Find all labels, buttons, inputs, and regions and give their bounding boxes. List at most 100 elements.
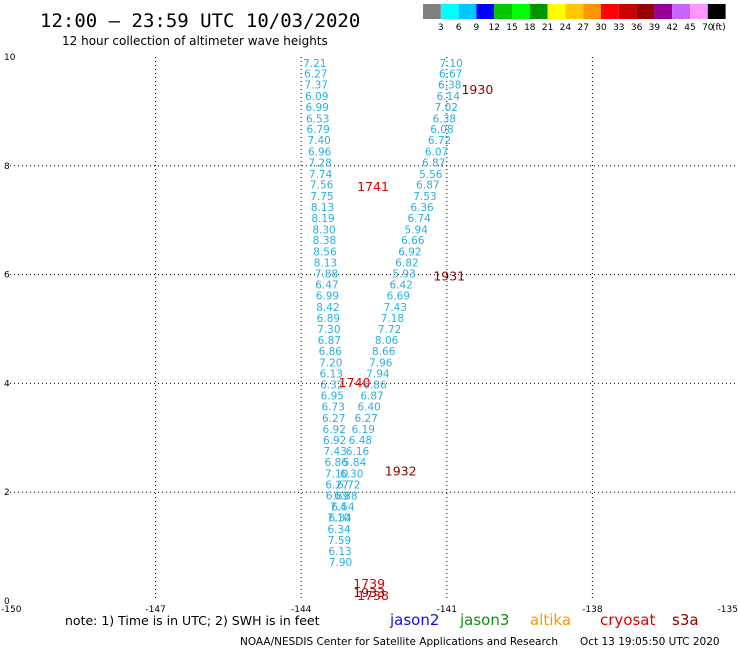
- wave-height-label: 6.92: [323, 424, 346, 436]
- wave-height-label: 6.86: [324, 457, 348, 469]
- wave-height-label: 6.30: [340, 469, 363, 481]
- satellite-legend: jason2 jason3 altika cryosat s3a: [389, 611, 699, 629]
- wave-height-label: 6.87: [416, 180, 439, 192]
- wave-height-label: 6.89: [326, 490, 349, 502]
- wave-height-label: 7.74: [309, 169, 333, 181]
- colorbar-swatch: [707, 4, 726, 19]
- wave-height-label: 6.19: [352, 424, 375, 436]
- pass-time-label: 1739: [353, 576, 385, 591]
- wave-height-label: 7.37: [305, 80, 328, 92]
- wave-height-label: 5.93: [392, 268, 415, 280]
- colorbar-swatch: [690, 4, 708, 19]
- wave-height-label: 6.89: [317, 313, 340, 325]
- colorbar-swatch: [494, 4, 512, 19]
- colorbar-swatch: [601, 4, 619, 19]
- wave-height-label: 6.54: [331, 502, 355, 514]
- wave-height-label: 6.92: [323, 435, 346, 447]
- colorbar-label: 21: [542, 23, 553, 33]
- wave-height-label: 8.42: [316, 302, 339, 314]
- wave-height-label: 8.38: [313, 235, 336, 247]
- plot-grid: [10, 57, 738, 601]
- wave-height-label: 6.69: [387, 291, 410, 303]
- wave-height-label: 7.02: [435, 102, 458, 114]
- wave-height-label: 6.99: [306, 102, 329, 114]
- wave-height-label: 7.43: [384, 302, 407, 314]
- wave-height-label: 6.82: [395, 257, 418, 269]
- pass-time-label: 1741: [357, 179, 389, 194]
- x-tick-label: -150: [1, 605, 22, 615]
- wave-height-label: 7.96: [369, 358, 393, 370]
- colorbar-swatch: [476, 4, 495, 19]
- wave-height-label: 6.27: [304, 69, 327, 81]
- wave-height-label: 8.56: [313, 247, 337, 259]
- wave-height-label: 6.36: [410, 202, 434, 214]
- colorbar-label: 33: [613, 23, 624, 33]
- x-tick-label: -147: [145, 605, 165, 615]
- y-tick-label: 4: [4, 379, 10, 389]
- wave-height-label: 6.74: [407, 213, 431, 225]
- wave-height-label: 6.72: [428, 135, 451, 147]
- wave-height-label: 6.87: [422, 157, 445, 169]
- colorbar-label: 70: [702, 23, 714, 33]
- pass-time-label: 1930: [461, 82, 493, 97]
- x-tick-label: -138: [582, 605, 603, 615]
- colorbar-swatch: [565, 4, 584, 19]
- colorbar-swatch: [529, 4, 548, 19]
- wave-height-values: 7.216.277.376.096.996.536.797.406.967.28…: [303, 58, 463, 569]
- chart-subtitle: 12 hour collection of altimeter wave hei…: [62, 34, 328, 48]
- wave-height-label: 7.18: [381, 313, 404, 325]
- wave-height-label: 6.96: [308, 146, 332, 158]
- colorbar-swatch: [440, 4, 459, 19]
- wave-height-label: 6.48: [349, 435, 372, 447]
- colorbar-swatch: [636, 4, 655, 19]
- wave-height-label: 6.87: [360, 391, 383, 403]
- colorbar-label: 15: [506, 23, 517, 33]
- colorbar-unit: (ft): [712, 23, 726, 33]
- wave-height-label: 8.13: [314, 257, 337, 269]
- wave-height-label: 7.10: [439, 58, 462, 70]
- colorbar-swatch: [654, 4, 673, 19]
- y-tick-label: 6: [4, 271, 10, 281]
- wave-height-label: 6.07: [425, 146, 448, 158]
- wave-height-label: 6.32: [320, 379, 343, 391]
- y-tick-label: 0: [4, 597, 10, 607]
- wave-height-label: 6.34: [328, 513, 352, 525]
- units-note: note: 1) Time is in UTC; 2) SWH is in fe…: [65, 613, 320, 628]
- wave-height-label: 6.38: [433, 113, 456, 125]
- colorbar-label: 30: [595, 23, 607, 33]
- colorbar-swatch: [458, 4, 477, 19]
- colorbar-label: 36: [631, 23, 643, 33]
- x-tick-label: -144: [291, 605, 312, 615]
- wave-height-label: 7.88: [315, 268, 338, 280]
- wave-height-label: 6.95: [321, 391, 344, 403]
- wave-height-label: 7.40: [307, 135, 330, 147]
- timestamp-text: Oct 13 19:05:50 UTC 2020: [580, 636, 720, 648]
- wave-height-label: 7.94: [366, 368, 390, 380]
- wave-height-label: 6.53: [306, 113, 329, 125]
- pass-time-label: 1931: [433, 269, 465, 284]
- x-tick-label: -141: [437, 605, 457, 615]
- wave-height-label: 7.30: [317, 324, 340, 336]
- wave-height-label: 8.13: [311, 202, 334, 214]
- legend-s3a: s3a: [672, 611, 699, 629]
- chart-title: 12:00 – 23:59 UTC 10/03/2020: [40, 10, 360, 32]
- wave-height-label: 7.75: [310, 191, 333, 203]
- x-tick-label: -135: [718, 605, 738, 615]
- wave-height-label: 6.87: [318, 335, 341, 347]
- wave-height-label: 7.56: [310, 180, 334, 192]
- colorbar-swatch: [672, 4, 690, 19]
- wave-height-label: 7.72: [378, 324, 401, 336]
- wave-height-label: 5.84: [343, 457, 367, 469]
- wave-height-label: 6.08: [430, 124, 453, 136]
- colorbar-label: 45: [684, 23, 695, 33]
- colorbar-label: 12: [488, 23, 499, 33]
- colorbar-label: 9: [474, 23, 480, 33]
- wave-height-label: 6.34: [327, 524, 351, 536]
- pass-time-label: 1932: [385, 463, 417, 478]
- wave-height-label: 7.43: [323, 446, 346, 458]
- wave-height-label: 7.10: [327, 513, 350, 525]
- pass-time-label: 1740: [339, 375, 371, 390]
- colorbar-label: 42: [666, 23, 677, 33]
